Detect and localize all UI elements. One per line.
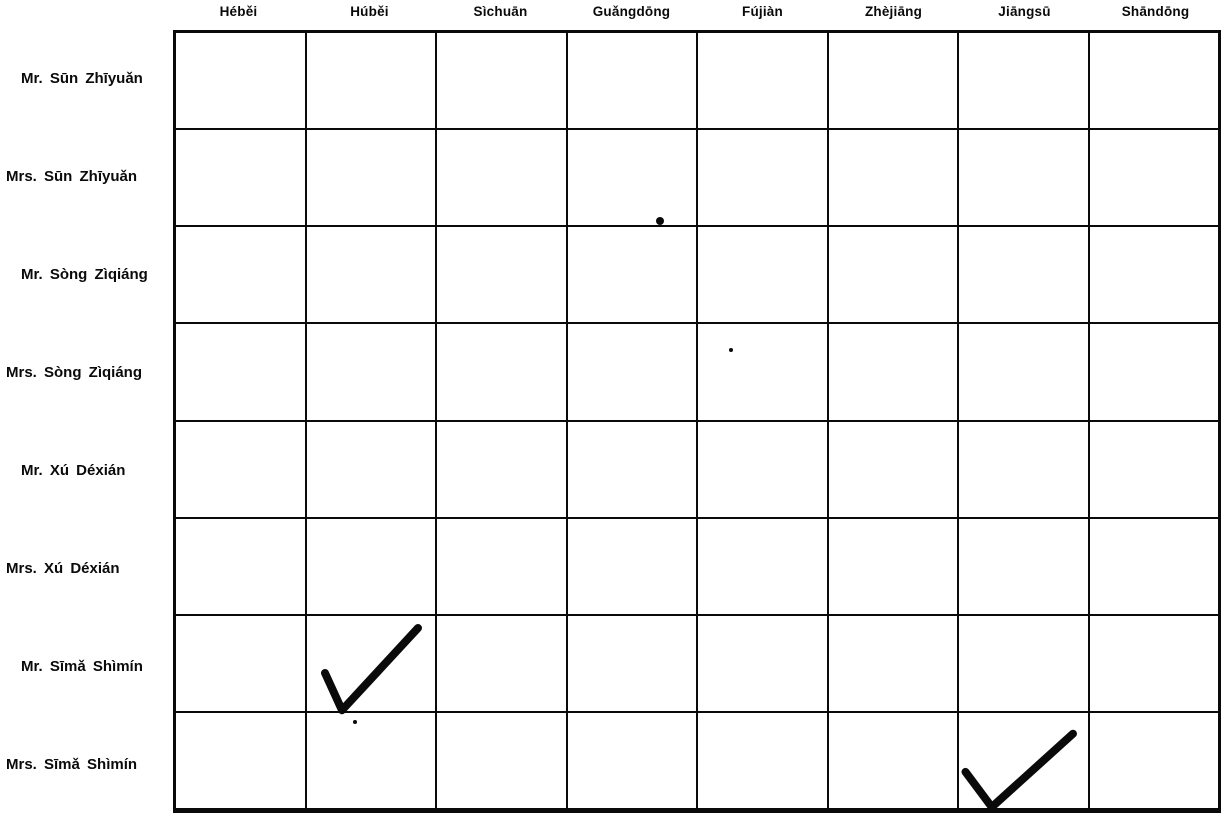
grid-cell-mrs-x-d-xi-n-ji-ngs[interactable] xyxy=(959,518,1088,614)
grid-cell-mr-s-n-zh-yu-n-f-ji-n[interactable] xyxy=(698,33,827,129)
grid-cell-mrs-s-n-zh-yu-n-h-b-i[interactable] xyxy=(176,130,305,226)
grid-cell-mr-s-ng-z-qi-ng-h-b-i[interactable] xyxy=(176,227,305,323)
grid-cell-mr-s-m-sh-m-n-h-b-i[interactable] xyxy=(176,615,305,711)
grid-cell-mr-x-d-xi-n-ji-ngs[interactable] xyxy=(959,421,1088,517)
grid-cell-mrs-s-n-zh-yu-n-h-b-i[interactable] xyxy=(306,130,435,226)
grid-cell-mr-s-ng-z-qi-ng-ji-ngs[interactable] xyxy=(959,227,1088,323)
grid-cell-mrs-s-ng-z-qi-ng-f-ji-n[interactable] xyxy=(698,324,827,420)
grid-cell-mrs-s-n-zh-yu-n-ji-ngs[interactable] xyxy=(959,130,1088,226)
grid-cell-mr-x-d-xi-n-sh-nd-ng[interactable] xyxy=(1089,421,1218,517)
row-label-mr-s-ng-z-qi-ng: Mr. Sòng Zìqiáng xyxy=(21,266,148,284)
row-label-mrs-s-n-zh-yu-n: Mrs. Sūn Zhīyuǎn xyxy=(6,168,138,186)
grid-cell-mrs-x-d-xi-n-sh-nd-ng[interactable] xyxy=(1089,518,1218,614)
grid-cell-mr-s-ng-z-qi-ng-sh-nd-ng[interactable] xyxy=(1089,227,1218,323)
row-label-mr-s-m-sh-m-n: Mr. Sīmǎ Shìmín xyxy=(21,657,143,675)
grid-cell-mr-x-d-xi-n-zh-ji-ng[interactable] xyxy=(828,421,957,517)
grid-cell-mrs-s-n-zh-yu-n-gu-ngd-ng[interactable] xyxy=(567,130,696,226)
column-header-h-b-i: Húběi xyxy=(350,3,389,20)
grid-cell-mr-x-d-xi-n-h-b-i[interactable] xyxy=(176,421,305,517)
grid-cell-mrs-s-ng-z-qi-ng-h-b-i[interactable] xyxy=(306,324,435,420)
row-labels: Mr. Sūn Zhīyuǎn Mrs. Sūn Zhīyuǎn Mr. Sòng … xyxy=(0,30,173,813)
grid-cell-mrs-s-m-sh-m-n-h-b-i[interactable] xyxy=(176,712,305,808)
column-header-f-ji-n: Fújiàn xyxy=(742,3,783,20)
row-label-mrs-x-d-xi-n: Mrs. Xú Déxián xyxy=(6,559,120,577)
row-label-mrs-s-ng-z-qi-ng: Mrs. Sòng Zìqiáng xyxy=(6,364,142,382)
row-label-mrs-s-m-sh-m-n: Mrs. Sīmǎ Shìmín xyxy=(6,755,138,773)
grid-cell-mrs-s-m-sh-m-n-f-ji-n[interactable] xyxy=(698,712,827,808)
column-header-h-b-i: Héběi xyxy=(219,3,258,20)
grid-cell-mrs-x-d-xi-n-h-b-i[interactable] xyxy=(306,518,435,614)
grid-cell-mrs-s-m-sh-m-n-zh-ji-ng[interactable] xyxy=(828,712,957,808)
grid-cell-mr-s-m-sh-m-n-sh-nd-ng[interactable] xyxy=(1089,615,1218,711)
grid-cell-mr-s-n-zh-yu-n-sh-nd-ng[interactable] xyxy=(1089,33,1218,129)
grid-cell-mr-s-m-sh-m-n-zh-ji-ng[interactable] xyxy=(828,615,957,711)
grid-cell-mr-s-n-zh-yu-n-zh-ji-ng[interactable] xyxy=(828,33,957,129)
grid-cell-mr-s-n-zh-yu-n-h-b-i[interactable] xyxy=(176,33,305,129)
grid-cell-mr-s-ng-z-qi-ng-f-ji-n[interactable] xyxy=(698,227,827,323)
grid-cell-mrs-x-d-xi-n-s-chu-n[interactable] xyxy=(437,518,566,614)
grid-cell-mr-s-ng-z-qi-ng-h-b-i[interactable] xyxy=(306,227,435,323)
grid-cell-mr-s-m-sh-m-n-s-chu-n[interactable] xyxy=(437,615,566,711)
grid-cell-mr-s-ng-z-qi-ng-s-chu-n[interactable] xyxy=(437,227,566,323)
grid-cell-mrs-s-n-zh-yu-n-zh-ji-ng[interactable] xyxy=(828,130,957,226)
grid-cell-mrs-s-m-sh-m-n-s-chu-n[interactable] xyxy=(437,712,566,808)
grid-cell-mrs-s-n-zh-yu-n-sh-nd-ng[interactable] xyxy=(1089,130,1218,226)
grid-cell-mr-s-n-zh-yu-n-s-chu-n[interactable] xyxy=(437,33,566,129)
grid-cell-mr-s-n-zh-yu-n-gu-ngd-ng[interactable] xyxy=(567,33,696,129)
grid-cell-mr-s-m-sh-m-n-gu-ngd-ng[interactable] xyxy=(567,615,696,711)
grid-cell-mr-s-m-sh-m-n-h-b-i[interactable] xyxy=(306,615,435,711)
row-label-mr-s-n-zh-yu-n: Mr. Sūn Zhīyuǎn xyxy=(21,70,143,88)
answer-grid xyxy=(173,30,1221,813)
grid-cell-mr-s-n-zh-yu-n-h-b-i[interactable] xyxy=(306,33,435,129)
grid-cell-mrs-x-d-xi-n-f-ji-n[interactable] xyxy=(698,518,827,614)
grid-cell-mrs-s-m-sh-m-n-sh-nd-ng[interactable] xyxy=(1089,712,1218,808)
column-header-ji-ngs: Jiāngsū xyxy=(998,3,1051,20)
grid-cell-mr-s-ng-z-qi-ng-zh-ji-ng[interactable] xyxy=(828,227,957,323)
grid-cell-mr-x-d-xi-n-s-chu-n[interactable] xyxy=(437,421,566,517)
grid-cell-mrs-x-d-xi-n-zh-ji-ng[interactable] xyxy=(828,518,957,614)
grid-cell-mrs-x-d-xi-n-gu-ngd-ng[interactable] xyxy=(567,518,696,614)
grid-cell-mr-s-m-sh-m-n-ji-ngs[interactable] xyxy=(959,615,1088,711)
grid-cell-mrs-s-ng-z-qi-ng-sh-nd-ng[interactable] xyxy=(1089,324,1218,420)
column-header-zh-ji-ng: Zhèjiāng xyxy=(864,3,923,20)
grid-cell-mrs-s-ng-z-qi-ng-zh-ji-ng[interactable] xyxy=(828,324,957,420)
grid-cell-mr-s-ng-z-qi-ng-gu-ngd-ng[interactable] xyxy=(567,227,696,323)
grid-cell-mr-x-d-xi-n-gu-ngd-ng[interactable] xyxy=(567,421,696,517)
grid-cell-mrs-s-ng-z-qi-ng-s-chu-n[interactable] xyxy=(437,324,566,420)
column-headers: Héběi Húběi Sìchuān Guǎngdōng Fújiàn Zhèjiāng… xyxy=(173,3,1221,26)
grid-cell-mr-x-d-xi-n-h-b-i[interactable] xyxy=(306,421,435,517)
grid-cell-mrs-s-ng-z-qi-ng-h-b-i[interactable] xyxy=(176,324,305,420)
row-label-mr-x-d-xi-n: Mr. Xú Déxián xyxy=(21,461,126,479)
grid-cell-mrs-s-m-sh-m-n-h-b-i[interactable] xyxy=(306,712,435,808)
column-header-s-chu-n: Sìchuān xyxy=(473,3,528,20)
grid-cell-mrs-s-ng-z-qi-ng-gu-ngd-ng[interactable] xyxy=(567,324,696,420)
grid-cell-mrs-s-n-zh-yu-n-s-chu-n[interactable] xyxy=(437,130,566,226)
column-header-sh-nd-ng: Shāndōng xyxy=(1121,3,1190,20)
grid-cell-mr-s-m-sh-m-n-f-ji-n[interactable] xyxy=(698,615,827,711)
grid-cell-mrs-s-n-zh-yu-n-f-ji-n[interactable] xyxy=(698,130,827,226)
grid-cell-mrs-s-ng-z-qi-ng-ji-ngs[interactable] xyxy=(959,324,1088,420)
grid-cell-mr-s-n-zh-yu-n-ji-ngs[interactable] xyxy=(959,33,1088,129)
grid-cell-mr-x-d-xi-n-f-ji-n[interactable] xyxy=(698,421,827,517)
grid-cell-mrs-x-d-xi-n-h-b-i[interactable] xyxy=(176,518,305,614)
grid-cell-mrs-s-m-sh-m-n-ji-ngs[interactable] xyxy=(959,712,1088,808)
column-header-gu-ngd-ng: Guǎngdōng xyxy=(592,3,671,20)
grid-cell-mrs-s-m-sh-m-n-gu-ngd-ng[interactable] xyxy=(567,712,696,808)
